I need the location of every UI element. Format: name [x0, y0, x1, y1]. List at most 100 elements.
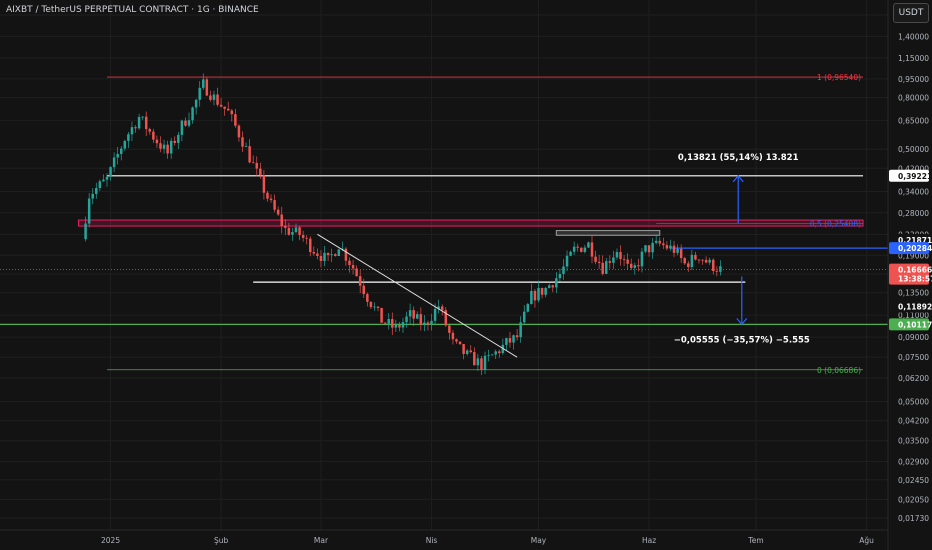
candle-body	[127, 134, 130, 141]
candle-body	[626, 259, 629, 264]
y-tick-label: 0,06200	[898, 374, 929, 383]
candle-body	[494, 351, 497, 355]
candle-body	[605, 261, 608, 274]
y-tick-label: 0,01730	[898, 514, 929, 523]
candle-body	[629, 263, 633, 268]
candle-body	[284, 226, 287, 228]
x-tick-label: Nis	[426, 536, 438, 545]
y-tick-label: 0,42000	[898, 164, 929, 173]
candle-body	[508, 338, 512, 343]
x-tick-label: 2025	[101, 536, 120, 545]
candle-body	[305, 237, 308, 239]
candle-body	[273, 200, 276, 210]
y-tick-label: 1,40000	[898, 32, 929, 41]
candle-body	[269, 198, 273, 201]
y-tick-label: 0,11000	[898, 311, 929, 320]
candle-body	[562, 266, 565, 274]
fib-level-label: 0 (0,06686)	[817, 366, 861, 375]
candle-body	[259, 168, 262, 176]
candle-body	[590, 242, 594, 257]
chart-grid	[0, 0, 888, 530]
candle-body	[458, 341, 462, 345]
candle-body	[676, 248, 679, 253]
currency-button[interactable]: USDT	[893, 3, 929, 23]
candle-body	[369, 301, 373, 308]
price-measurements: 0,13821 (55,14%) 13.821 −0,05555 (−35,57%…	[674, 153, 810, 346]
candle-body	[423, 322, 426, 326]
candle-body	[184, 120, 187, 126]
candlestick-series	[84, 73, 722, 376]
candle-body	[366, 294, 369, 302]
x-tick-label: May	[531, 536, 547, 545]
candle-body	[105, 176, 109, 180]
candle-body	[223, 106, 226, 109]
candle-body	[234, 114, 237, 126]
candle-body	[580, 247, 583, 252]
candle-body	[120, 148, 123, 154]
candle-body	[433, 308, 437, 321]
candle-body	[640, 251, 644, 267]
candle-body	[526, 304, 530, 312]
price-badge	[889, 263, 929, 276]
candle-body	[373, 306, 376, 308]
candle-body	[622, 259, 626, 260]
candle-body	[512, 335, 515, 343]
candle-body	[587, 242, 590, 248]
candle-body	[123, 140, 127, 149]
candle-body	[337, 249, 341, 257]
time-axis[interactable]: 2025 Şub Mar Nis May Haz Tem Ağu	[101, 536, 874, 545]
trendline[interactable]	[317, 233, 518, 358]
fibonacci-levels: 1 (0,96540) 0,5 (0,25408) 0 (0,06686)	[106, 73, 864, 375]
candle-body	[555, 278, 558, 288]
candle-body	[109, 167, 112, 177]
candle-body	[576, 246, 579, 248]
candle-body	[241, 137, 244, 147]
candle-body	[137, 116, 141, 129]
candle-body	[212, 94, 216, 100]
price-badge-label: 0,21871	[898, 236, 932, 245]
candle-body	[148, 128, 152, 132]
candle-body	[662, 243, 665, 246]
candle-body	[498, 351, 501, 353]
candle-body	[177, 134, 180, 143]
price-badge	[889, 318, 929, 331]
candle-body	[480, 358, 483, 370]
candle-body	[483, 355, 487, 370]
candle-body	[690, 254, 694, 268]
candle-body	[134, 127, 137, 129]
candle-body	[209, 95, 212, 100]
y-tick-label: 0,09000	[898, 333, 929, 342]
candle-body	[191, 107, 194, 121]
candle-body	[169, 140, 173, 154]
y-tick-label: 0,28000	[898, 209, 929, 218]
price-badge-label: 0,16666	[898, 266, 932, 275]
candle-body	[98, 181, 102, 188]
candle-body	[654, 240, 658, 243]
candle-body	[469, 350, 472, 353]
candle-body	[251, 162, 255, 164]
y-tick-label: 0,03500	[898, 437, 929, 446]
candle-body	[455, 339, 458, 342]
candle-body	[355, 268, 358, 277]
candle-body	[437, 306, 440, 309]
price-badge	[889, 272, 929, 285]
candle-body	[647, 245, 651, 253]
y-tick-label: 0,50000	[898, 145, 929, 154]
candle-body	[522, 311, 526, 323]
candle-body	[244, 146, 248, 147]
candle-body	[173, 140, 176, 143]
candle-body	[344, 248, 348, 261]
y-tick-label: 0,13500	[898, 289, 929, 298]
candle-body	[633, 265, 637, 268]
y-tick-label: 0,34000	[898, 187, 929, 196]
measure-arrow-head	[732, 174, 744, 183]
candle-body	[412, 310, 415, 319]
candle-body	[612, 257, 615, 263]
candle-body	[159, 143, 162, 149]
candle-body	[205, 79, 209, 96]
candle-body	[704, 259, 708, 263]
candle-body	[712, 259, 715, 272]
candle-body	[487, 355, 490, 356]
y-tick-label: 0,07500	[898, 353, 929, 362]
